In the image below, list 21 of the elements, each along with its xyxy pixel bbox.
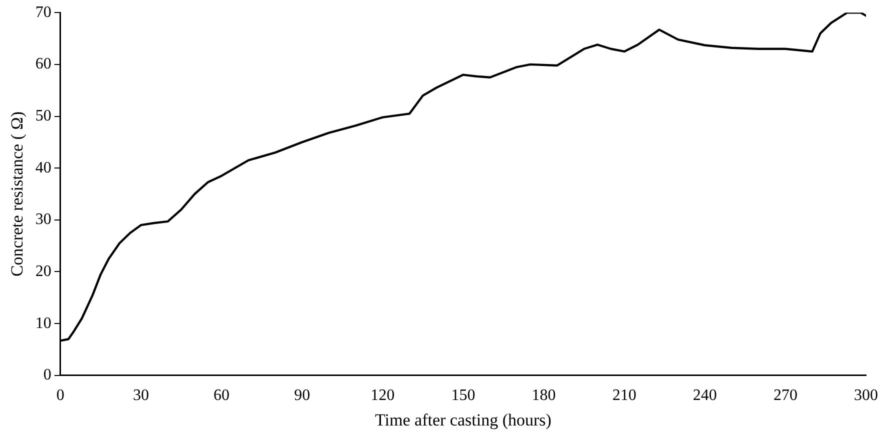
x-tick-label: 0: [56, 387, 64, 404]
x-tick-label: 240: [692, 387, 717, 404]
y-tick-label: 20: [35, 262, 52, 280]
x-tick-label: 270: [773, 387, 798, 404]
x-tick-label: 210: [612, 387, 636, 404]
y-tick-label: 50: [35, 107, 52, 124]
y-tick-label: 0: [43, 366, 52, 384]
x-tick-label: 30: [132, 387, 149, 404]
x-tick-label: 150: [451, 387, 476, 404]
y-tick-label: 60: [35, 56, 52, 73]
x-tick-label: 180: [532, 387, 556, 404]
x-tick-label: 60: [214, 387, 230, 404]
y-tick-label: 70: [35, 4, 52, 21]
y-tick-label: 10: [35, 314, 52, 332]
x-tick-label: 120: [370, 387, 395, 404]
y-tick-label: 40: [35, 159, 52, 176]
x-axis-title: Time after casting (hours): [374, 410, 552, 430]
y-tick-label: 30: [35, 211, 52, 228]
x-tick-label: 90: [294, 387, 310, 404]
x-tick-label: 300: [854, 387, 878, 404]
y-axis-title: Concrete resistance ( Ω): [8, 111, 27, 277]
